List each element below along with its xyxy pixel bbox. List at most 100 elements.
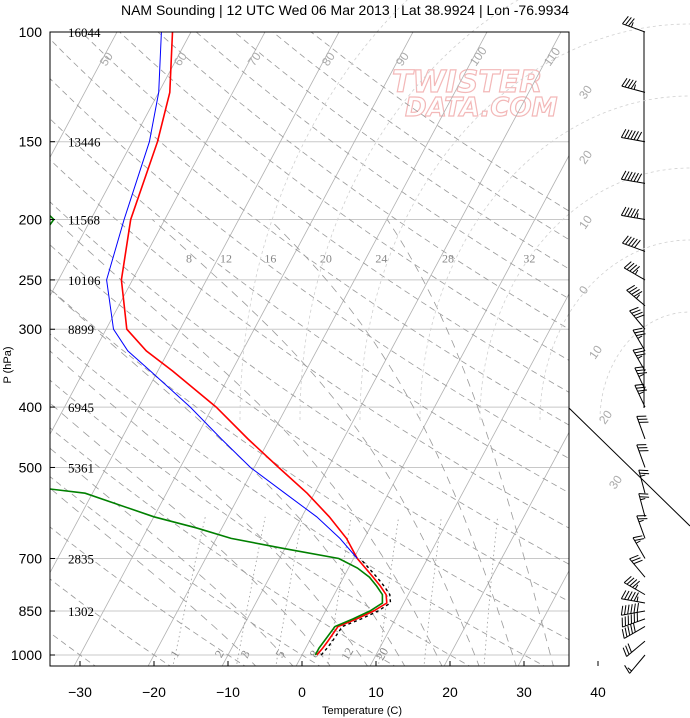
mixing-ratio-line [423, 516, 442, 666]
wind-barb-flag [625, 17, 632, 26]
wind-barb [634, 383, 648, 408]
x-tick-label: 30 [516, 684, 532, 700]
wind-barb-flag [630, 208, 636, 218]
y-tick-label: 250 [19, 272, 43, 288]
wind-barb-flag [626, 577, 635, 585]
mixing-ratio-label: 1 [167, 648, 182, 660]
wind-barb-flag [639, 496, 650, 498]
moist-adiabat-line [50, 288, 406, 666]
isotherm-line [147, 32, 488, 666]
mixing-ratio-label: 8 [186, 251, 192, 265]
wind-barb-flag [626, 262, 635, 270]
wind-barb-half-flag [637, 335, 643, 339]
wind-barb [638, 493, 650, 517]
wind-barb-staff [629, 654, 646, 674]
isotherm-line [295, 154, 569, 666]
hodograph-ring [479, 167, 690, 421]
wind-barb-flag [625, 236, 632, 245]
dry-adiabat-line [50, 288, 569, 641]
height-label: 10106 [68, 273, 101, 288]
mixing-ratio-label: 20 [320, 251, 332, 265]
x-tick-label: 20 [442, 684, 458, 700]
dry-adiabat-line [157, 32, 569, 330]
wind-barb-flag [633, 311, 643, 317]
wind-barb-flag [620, 170, 627, 180]
mixing-ratio-line [236, 516, 266, 666]
wind-barb-flag [636, 353, 646, 357]
hodograph-ring-label: 10 [586, 342, 605, 361]
wind-barb-flag [632, 580, 640, 588]
wind-barb [623, 261, 646, 281]
wind-barb-flag [635, 314, 645, 319]
wind-barb-flag [629, 264, 638, 272]
wind-barb-staff [632, 349, 646, 372]
mixing-ratio-label: 20 [373, 645, 391, 662]
wind-barb-half-flag [638, 519, 644, 523]
wind-barb [638, 469, 650, 494]
wind-barb-flag [623, 261, 632, 269]
wind-barb [623, 575, 646, 596]
wind-barb-flag [636, 173, 643, 183]
y-tick-label: 200 [19, 212, 43, 228]
wind-barb-staff [634, 367, 646, 390]
wind-barb-half-flag [634, 584, 639, 590]
watermark-line-2: DATA.COM [405, 93, 558, 123]
mixing-ratio-label: 3 [238, 648, 253, 660]
isotherm-line [50, 32, 118, 159]
plot-frame [49, 31, 570, 667]
height-label: 13446 [68, 135, 101, 150]
wind-barb [621, 77, 646, 93]
height-label: 2835 [68, 551, 94, 566]
wind-barb-flag [628, 286, 638, 293]
dry-adiabat-line [50, 244, 569, 602]
wind-barb-staff [621, 610, 646, 616]
wind-barb [620, 206, 646, 221]
series-line-parcel [320, 558, 392, 656]
wind-barb [622, 16, 646, 33]
wind-barb [636, 415, 649, 440]
mixing-ratio-label: 28 [442, 251, 454, 265]
isotherm-line [50, 32, 192, 297]
wind-barb-staff [636, 515, 646, 539]
y-axis-title: P (hPa) [2, 346, 14, 383]
wind-barb [626, 284, 646, 307]
wind-barb-flag [620, 605, 624, 616]
wind-barb-flag [627, 643, 632, 653]
wind-barb-flag [622, 235, 629, 244]
wind-barb-flag [636, 386, 646, 389]
wind-barb-staff [622, 242, 646, 252]
x-axis-title: Temperature (C) [322, 705, 402, 717]
isotherm-label: 60 [171, 49, 190, 68]
wind-barb-half-flag [638, 374, 644, 378]
wind-barbs [620, 16, 650, 674]
wind-barb [622, 235, 646, 252]
series-line-dewpoint [50, 214, 384, 656]
dry-adiabat-line [50, 333, 546, 666]
mixing-ratio-label: 5 [272, 648, 287, 660]
wind-barb-staff [621, 85, 646, 93]
wind-barb-staff [623, 626, 646, 639]
hodograph-ring-label: 0 [576, 283, 591, 297]
wind-barb-half-flag [638, 391, 644, 395]
isotherm-label: 50 [97, 49, 116, 68]
series-line-temperature [120, 32, 388, 656]
wind-barb-flag [623, 575, 632, 583]
dry-adiabat-line [195, 32, 569, 300]
wind-barb-flag [633, 603, 636, 614]
wind-barb-flag [637, 372, 648, 375]
dry-adiabat-line [272, 32, 569, 241]
height-label: 8899 [68, 322, 94, 337]
x-tick-label: −20 [142, 684, 166, 700]
wind-barb-flag [633, 592, 639, 602]
wind-barb-flag [634, 383, 645, 386]
wind-barb-flag [633, 172, 639, 182]
wind-barb-flag [639, 472, 650, 475]
y-tick-label: 700 [19, 550, 43, 566]
wind-barb-staff [626, 289, 646, 307]
wind-barb [629, 306, 646, 330]
background-grid [50, 32, 569, 666]
dry-adiabat-line [119, 32, 569, 361]
wind-barb-staff [626, 640, 646, 657]
hodograph-ring [359, 23, 690, 421]
wind-barb-flag [624, 171, 630, 181]
